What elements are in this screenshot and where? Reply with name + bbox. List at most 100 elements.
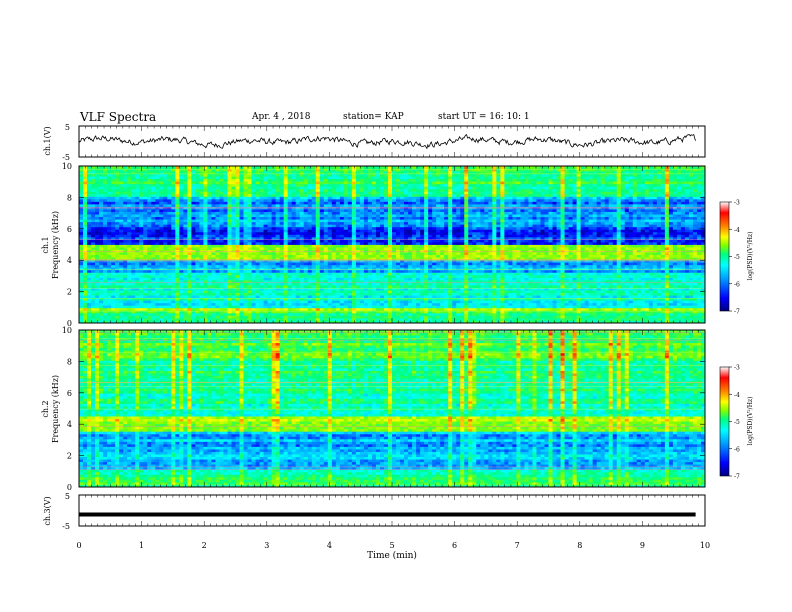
ch1-spec-cell — [235, 320, 240, 324]
ch1-spec-cell — [127, 264, 132, 268]
ch1-spec-cell — [572, 269, 577, 273]
ch1-spec-cell — [195, 269, 200, 273]
ch1-spec-cell — [171, 272, 176, 276]
ch1-spec-cell — [560, 282, 565, 286]
ch1-spec-cell — [572, 254, 577, 258]
ch1-spec-cell — [520, 282, 525, 286]
ch1-spec-cell — [696, 320, 702, 324]
ch1-spec-cell — [95, 262, 100, 266]
ch1-spec-cell — [592, 317, 598, 321]
ch1-spec-cell — [640, 272, 646, 276]
ch1-spec-cell — [696, 292, 702, 296]
ch1-spec-cell — [299, 310, 305, 314]
ch1-spec-cell — [592, 247, 598, 250]
ch1-spec-cell — [516, 274, 521, 278]
ch1-spec-cell — [275, 247, 281, 250]
ch1-spec-cell — [408, 310, 413, 314]
ch1-spec-cell — [263, 257, 268, 261]
ch1-spec-cell — [207, 290, 212, 294]
ch1-spec-cell — [520, 290, 525, 294]
ch1-spec-cell — [303, 241, 309, 245]
ch1-spec-cell — [700, 274, 706, 278]
ch1-spec-cell — [195, 282, 200, 286]
ch1-spec-cell — [359, 282, 365, 286]
ch1-spec-cell — [335, 249, 341, 253]
ch1-spec-cell — [211, 287, 216, 291]
ch1-spec-cell — [87, 279, 92, 283]
ch1-spec-cell — [476, 252, 481, 256]
ch1-spec-cell — [636, 315, 642, 319]
ch1-spec-cell — [484, 285, 489, 288]
ch1-spec-cell — [139, 282, 144, 286]
ch1-spec-cell — [319, 244, 325, 248]
ch1-spec-cell — [127, 269, 132, 273]
ch1-spec-cell — [560, 310, 565, 314]
ch1-spec-cell — [239, 317, 244, 321]
ch1-spec-cell — [251, 252, 256, 256]
ch1-spec-cell — [536, 254, 541, 258]
ch1-spec-cell — [600, 264, 606, 268]
ch1-spec-cell — [147, 264, 152, 268]
ch1-spec-cell — [396, 295, 401, 299]
ch1-spec-cell — [412, 269, 417, 273]
ch1-spec-cell — [347, 249, 353, 253]
ch1-spec-cell — [115, 279, 120, 283]
ch1-spec-cell — [143, 302, 148, 306]
ch1-spec-cell — [628, 317, 634, 321]
ch1-spec-cell — [123, 315, 128, 319]
ch1-spec-cell — [387, 241, 393, 245]
ch1-spec-cell — [183, 264, 188, 268]
ch1-spec-cell — [464, 307, 469, 311]
ch1-spec-cell — [496, 254, 501, 258]
ch1-spec-cell — [291, 307, 297, 311]
ch1-spec-cell — [383, 257, 389, 261]
ch1-spec-cell — [408, 300, 413, 304]
ch1-spec-cell — [668, 297, 674, 301]
ch1-spec-cell — [251, 282, 256, 286]
ch1-spec-cell — [644, 297, 650, 301]
ch1-spec-cell — [444, 249, 449, 253]
ch1-spec-cell — [79, 279, 84, 283]
ch1-spec-cell — [572, 295, 577, 299]
ch1-spec-cell — [608, 249, 614, 253]
ch1-spec-cell — [696, 274, 702, 278]
ch1-spec-cell — [696, 249, 702, 253]
ch1-spec-cell — [524, 290, 529, 294]
ch1-spec-cell — [680, 290, 686, 294]
ch1-spec-cell — [700, 279, 706, 283]
ch1-spec-cell — [91, 297, 96, 301]
ch1-spec-cell — [652, 305, 658, 309]
ch1-spec-cell — [175, 279, 180, 283]
ch1-spec-cell — [408, 249, 413, 253]
ch1-spec-cell — [239, 252, 244, 256]
ch1-spec-cell — [524, 247, 529, 250]
ch1-spec-cell — [259, 282, 264, 286]
ch1-spec-cell — [576, 269, 581, 273]
ch1-spec-cell — [207, 244, 212, 248]
ch1-spec-cell — [456, 295, 461, 299]
ch1-spec-cell — [259, 264, 264, 268]
ch1-spec-cell — [476, 274, 481, 278]
ch1-spec-cell — [219, 307, 224, 311]
ch1-spec-cell — [504, 252, 509, 256]
ch1-spec-cell — [155, 285, 160, 288]
ch1-spec-cell — [303, 320, 309, 324]
ch1-spec-cell — [267, 290, 273, 294]
ch1-spec-cell — [456, 277, 461, 281]
ch1-spec-cell — [379, 272, 385, 276]
ch1-spec-cell — [387, 292, 393, 296]
ch1-spec-cell — [620, 262, 626, 266]
ch1-spec-cell — [99, 292, 104, 296]
ch1-spec-cell — [195, 254, 200, 258]
ch1-spec-cell — [600, 295, 606, 299]
ch1-spec-cell — [243, 279, 248, 283]
ch1-spec-cell — [436, 297, 441, 301]
ch1-spec-cell — [576, 312, 581, 316]
ch1-spec-cell — [564, 315, 569, 319]
ch1-spec-cell — [632, 254, 638, 258]
ch1-spec-cell — [600, 292, 606, 296]
ch1-spec-cell — [215, 310, 220, 314]
ch1-spec-cell — [251, 300, 256, 304]
ch1-spec-cell — [664, 277, 670, 281]
ch1-spec-cell — [696, 310, 702, 314]
